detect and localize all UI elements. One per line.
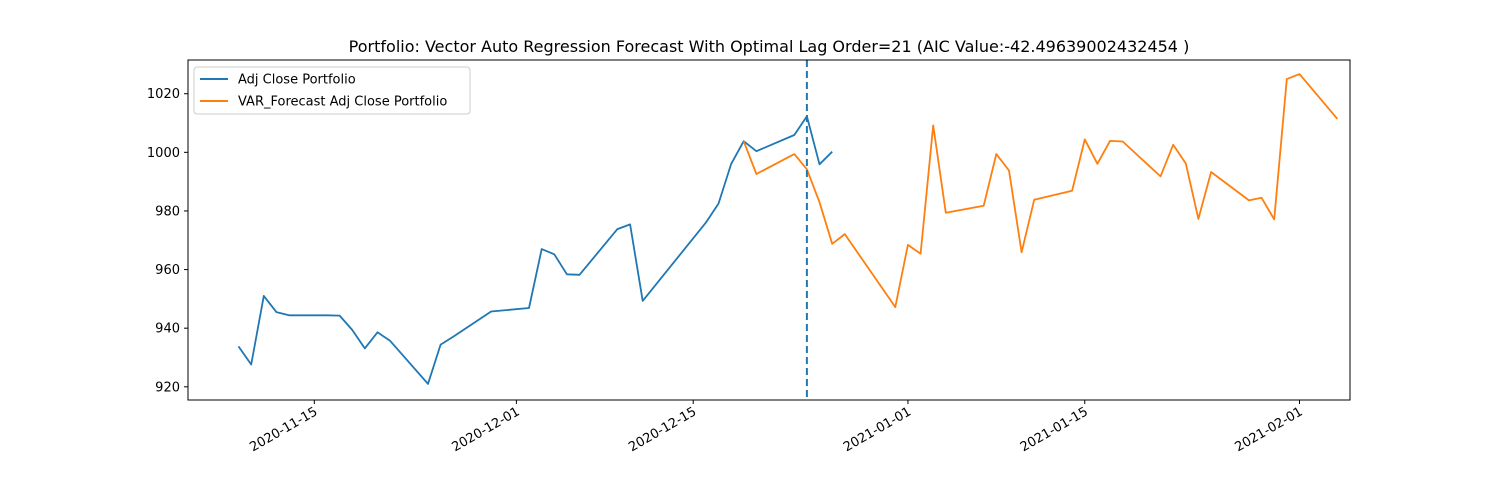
- x-axis: 2020-11-15 2020-12-01 2020-12-15 2021-01-01…: [247, 400, 1305, 455]
- legend-box: [193, 66, 471, 115]
- plot-frame: [187, 59, 1351, 401]
- chart-title: Portfolio: Vector Auto Regression Foreca…: [349, 37, 1190, 56]
- y-tick-label: 940: [155, 322, 180, 337]
- x-tick-label: 2021-01-15: [1018, 404, 1091, 455]
- y-tick-label: 1000: [147, 146, 180, 161]
- legend-label-1: VAR_Forecast Adj Close Portfolio: [238, 95, 447, 110]
- plot-lines: [237, 60, 1339, 400]
- y-tick-label: 960: [155, 263, 180, 278]
- y-axis: 920 940 960 980 1000 1020: [147, 87, 188, 395]
- x-tick-label: 2020-12-01: [449, 404, 522, 455]
- y-tick-label: 980: [155, 204, 180, 219]
- series-line-1: [742, 73, 1339, 309]
- series-line-0: [237, 115, 833, 385]
- x-tick-label: 2020-11-15: [247, 404, 320, 455]
- x-tick-label: 2021-02-01: [1233, 404, 1306, 455]
- y-tick-label: 1020: [147, 87, 180, 102]
- x-tick-label: 2021-01-01: [841, 404, 914, 455]
- plot-area: [188, 60, 1350, 400]
- legend: Adj Close Portfolio VAR_Forecast Adj Clos…: [193, 66, 471, 115]
- y-tick-label: 920: [155, 380, 180, 395]
- x-tick-label: 2020-12-15: [626, 404, 699, 455]
- legend-label-0: Adj Close Portfolio: [238, 73, 356, 88]
